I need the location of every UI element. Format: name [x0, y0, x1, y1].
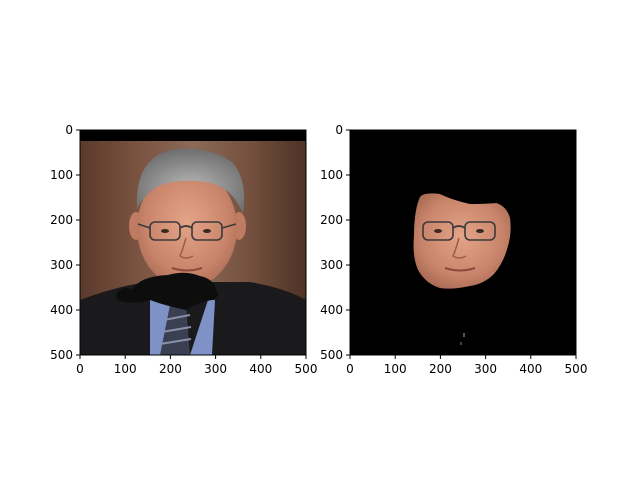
x-tick-label-right: 400	[519, 362, 542, 376]
y-tick-label-right: 400	[320, 303, 343, 317]
tie-stripes	[159, 314, 192, 345]
x-tick-label-right: 500	[565, 362, 588, 376]
axes-frame-left	[79, 129, 307, 356]
portrait-photo	[80, 130, 306, 355]
x-tick-label-right: 100	[384, 362, 407, 376]
photo-top-band	[80, 130, 306, 141]
axes-frame-right	[349, 129, 577, 356]
mask-mouth	[444, 267, 476, 272]
x-tick-label-right: 200	[429, 362, 452, 376]
y-tick-label-left: 500	[50, 348, 73, 362]
hair	[136, 148, 245, 214]
y-tick-label-right: 200	[320, 213, 343, 227]
nose	[179, 237, 194, 259]
x-tick-label-left: 500	[295, 362, 318, 376]
y-tick-label-right: 500	[320, 348, 343, 362]
glasses	[137, 221, 237, 241]
x-tick-label-right: 300	[474, 362, 497, 376]
y-tick-label-right: 100	[320, 168, 343, 182]
x-tick-label-left: 400	[249, 362, 272, 376]
face-cutout	[413, 193, 511, 289]
mask-eye-left	[434, 229, 442, 233]
y-tick-label-right: 300	[320, 258, 343, 272]
mustache-overlay	[116, 272, 219, 310]
face	[137, 168, 237, 288]
x-tick-label-right: 0	[346, 362, 354, 376]
x-tick-label-left: 200	[159, 362, 182, 376]
y-tick-label-left: 100	[50, 168, 73, 182]
mouth	[171, 267, 203, 272]
y-tick-label-left: 300	[50, 258, 73, 272]
y-tick-label-left: 0	[65, 123, 73, 137]
shirt-right	[190, 300, 215, 355]
y-tick-label-left: 200	[50, 213, 73, 227]
y-tick-label-left: 400	[50, 303, 73, 317]
mask-speck	[460, 342, 462, 345]
x-tick-label-left: 100	[114, 362, 137, 376]
x-tick-label-left: 0	[76, 362, 84, 376]
y-tick-label-right: 0	[335, 123, 343, 137]
mask-eye-right	[476, 229, 484, 233]
mask-nose	[452, 237, 467, 259]
mask-speck	[463, 333, 465, 337]
mask-glasses	[422, 221, 496, 241]
eye-right	[203, 229, 211, 233]
eye-left	[161, 229, 169, 233]
x-tick-label-left: 300	[204, 362, 227, 376]
masked-image	[350, 130, 576, 355]
face-cutout-notch	[440, 185, 504, 204]
